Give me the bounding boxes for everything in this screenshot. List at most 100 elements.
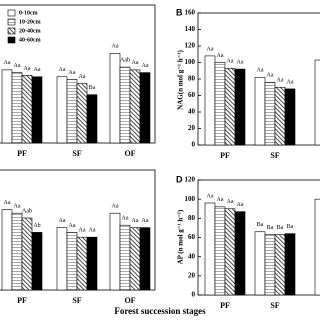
bar [314, 198, 320, 296]
y-tick-label: 0 [192, 141, 196, 149]
bar-label: Ba [267, 225, 274, 231]
y-tick-label: 160 [185, 9, 196, 17]
bar-label: Aa [112, 204, 119, 210]
bar-label: Ba [277, 225, 284, 231]
bar-label: Aa [237, 59, 244, 65]
y-tick-label: 120 [185, 176, 196, 184]
y-axis-title: AP (n mol g⁻¹ h⁻¹) [177, 209, 185, 264]
y-tick-label: 120 [185, 42, 196, 50]
bar [139, 72, 151, 144]
bar [274, 86, 286, 146]
bar [314, 59, 320, 146]
bar [11, 212, 23, 291]
bar-label: Aa [257, 68, 264, 74]
x-tick-label: SF [270, 301, 279, 310]
bar-label: Aa [132, 60, 139, 66]
bar [86, 236, 98, 291]
x-tick-label: SF [270, 151, 279, 160]
legend-swatch [7, 9, 16, 17]
bar-label: Aa [14, 204, 21, 210]
bar [204, 55, 216, 146]
y-tick-label: 40 [188, 252, 196, 260]
bar-label: Aa [24, 66, 31, 72]
x-tick-label: PF [17, 149, 27, 158]
y-axis-title: NAG(n mol g⁻¹ h⁻¹) [177, 50, 185, 110]
y-tick-label: 60 [188, 91, 196, 99]
bar-label: Aa [4, 60, 11, 66]
bar-label: Aa [287, 79, 294, 85]
legend-swatch [7, 36, 16, 44]
panel-label: B [176, 7, 183, 17]
bar [56, 227, 68, 291]
legend-label: 10-20cm [19, 19, 41, 25]
y-tick-label: 0 [192, 291, 196, 299]
bar-label: Aa [237, 202, 244, 208]
bar [139, 227, 151, 291]
bar [264, 82, 276, 146]
bar [31, 76, 43, 144]
bar-label: Aa [4, 200, 11, 206]
bar [234, 68, 246, 146]
bar [129, 227, 141, 291]
y-tick-label: 80 [188, 214, 196, 222]
bar-label: Aa [79, 228, 86, 234]
bar [1, 209, 13, 291]
bar-label: Aa [59, 67, 66, 73]
bar-label: Aa [217, 53, 224, 59]
bar-label: Ba [287, 224, 294, 230]
bar [224, 208, 236, 296]
x-tick-label: OF [124, 149, 135, 158]
bar [76, 236, 88, 291]
bar-label: Aa [132, 218, 139, 224]
bar-label: Aa [267, 73, 274, 79]
bar-label: Aa [142, 63, 149, 69]
bar-label: Aa [89, 228, 96, 234]
bar-label: Aa [207, 193, 214, 199]
x-tick-label: OF [124, 296, 135, 305]
y-tick-label: 40 [188, 108, 196, 116]
bar [284, 233, 296, 296]
bar-label: Aa [142, 218, 149, 224]
y-tick-label: 140 [185, 25, 196, 33]
bar-label: Aa [59, 218, 66, 224]
bar [31, 232, 43, 291]
bar [119, 66, 131, 144]
y-tick-label: 100 [185, 195, 196, 203]
bar [234, 211, 246, 296]
bar [11, 72, 23, 144]
bar-label: Aa [14, 63, 21, 69]
panel-label: D [176, 174, 183, 184]
bar-label: Aa [227, 199, 234, 205]
bar-label: Aa [69, 223, 76, 229]
x-tick-label: PF [220, 301, 230, 310]
legend-swatch [7, 27, 16, 35]
bar-label: Aa [207, 46, 214, 52]
y-tick-label: 20 [188, 124, 196, 132]
legend-label: 0-10cm [19, 10, 38, 16]
bar-label: Aab [120, 57, 130, 63]
y-tick-label: 100 [185, 58, 196, 66]
bar-label: Aa [34, 67, 41, 73]
bar-label: Aa [69, 70, 76, 76]
bar [1, 69, 13, 144]
bar [129, 69, 141, 144]
x-tick-label: PF [220, 151, 230, 160]
bar [214, 206, 226, 296]
legend-swatch [7, 18, 16, 26]
bar [254, 231, 266, 296]
bar [214, 62, 226, 146]
bar [56, 76, 68, 144]
y-tick-label: 20 [188, 271, 196, 279]
x-tick-label: SF [72, 149, 81, 158]
bar-label: Aa [277, 78, 284, 84]
bar [66, 79, 78, 144]
bar [264, 234, 276, 296]
y-tick-label: 80 [188, 75, 196, 83]
bar-label: Aa [112, 44, 119, 50]
bar-label: Aab [22, 208, 32, 214]
bar-label: Ab [33, 223, 40, 229]
bar [21, 217, 33, 291]
bar-label: Aa [217, 197, 224, 203]
bar [86, 94, 98, 144]
